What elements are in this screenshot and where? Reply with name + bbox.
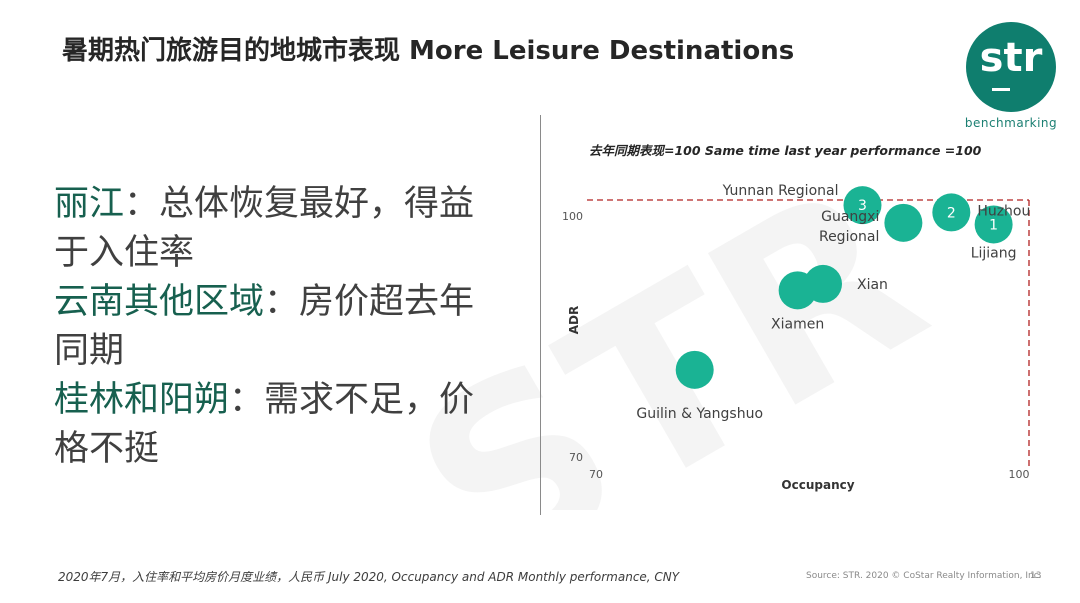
section-divider: [540, 115, 541, 515]
point-rank: 1: [989, 217, 998, 233]
point-label: Yunnan Regional: [722, 183, 839, 199]
data-point: Guilin & Yangshuo: [636, 350, 763, 422]
finding-highlight: 丽江: [54, 184, 125, 224]
finding-yunnan: 云南其他区域：房价超去年同期: [54, 278, 504, 376]
page-title: 暑期热门旅游目的地城市表现 More Leisure Destinations: [62, 36, 795, 66]
y-tick-bottom: 70: [569, 451, 583, 464]
point-marker: [974, 205, 1013, 244]
finding-lijiang: 丽江：总体恢复最好，得益于入住率: [54, 180, 504, 278]
scatter-chart: 去年同期表现=100 Same time last year performan…: [545, 130, 1080, 510]
data-point: Xian: [804, 264, 888, 303]
page-number: 13: [1030, 571, 1042, 581]
point-marker: [675, 350, 714, 389]
point-label: Xian: [857, 277, 888, 293]
logo-subtitle: benchmarking: [964, 116, 1058, 130]
footer-note: 2020年7月，入住率和平均房价月度业绩，人民币 July 2020, Occu…: [58, 570, 680, 584]
point-rank: 2: [947, 205, 956, 221]
point-label: Guilin & Yangshuo: [636, 406, 763, 422]
data-point: 3 Yunnan Regional: [722, 183, 882, 225]
point-marker: [843, 186, 882, 225]
point-label: Huzhou: [977, 203, 1030, 219]
y-tick-top: 100: [562, 210, 583, 223]
point-marker: [778, 271, 817, 310]
data-points: 1 Lijiang 2 Huzhou 3 Yunnan Regional Guangxi Re…: [636, 183, 1030, 422]
y-axis-label: ADR: [567, 306, 581, 335]
finding-text: ：总体恢复最好，得益于入住率: [54, 184, 475, 273]
x-tick-left: 70: [589, 468, 603, 481]
x-axis-label: Occupancy: [781, 478, 854, 492]
finding-text: ：需求不足，价格不挺: [54, 380, 475, 469]
point-label: Xiamen: [771, 316, 824, 332]
chart-svg: 去年同期表现=100 Same time last year performan…: [562, 143, 1030, 492]
data-point: Xiamen: [771, 271, 824, 332]
chart-subtitle: 去年同期表现=100 Same time last year performan…: [589, 143, 982, 158]
x-tick-right: 100: [1009, 468, 1030, 481]
point-label: Guangxi Regional: [819, 209, 879, 245]
finding-highlight: 云南其他区域: [54, 282, 265, 322]
data-point: 1 Lijiang: [971, 205, 1017, 261]
logo-underline: [992, 88, 1010, 91]
data-point: 2 Huzhou: [932, 193, 1030, 232]
point-marker: [884, 203, 923, 242]
key-findings: 丽江：总体恢复最好，得益于入住率 云南其他区域：房价超去年同期 桂林和阳朔：需求…: [54, 180, 504, 474]
finding-guilin: 桂林和阳朔：需求不足，价格不挺: [54, 376, 504, 474]
footer-source: Source: STR. 2020 © CoStar Realty Inform…: [806, 571, 1042, 581]
point-label: Lijiang: [971, 245, 1017, 261]
str-logo: str: [966, 22, 1056, 112]
point-marker: [932, 193, 971, 232]
data-point: Guangxi Regional: [819, 203, 923, 245]
logo-text: str: [979, 35, 1043, 81]
finding-highlight: 桂林和阳朔: [54, 380, 230, 420]
finding-text: ：房价超去年同期: [54, 282, 475, 371]
reference-lines: [587, 199, 1030, 470]
point-rank: 3: [858, 198, 867, 214]
